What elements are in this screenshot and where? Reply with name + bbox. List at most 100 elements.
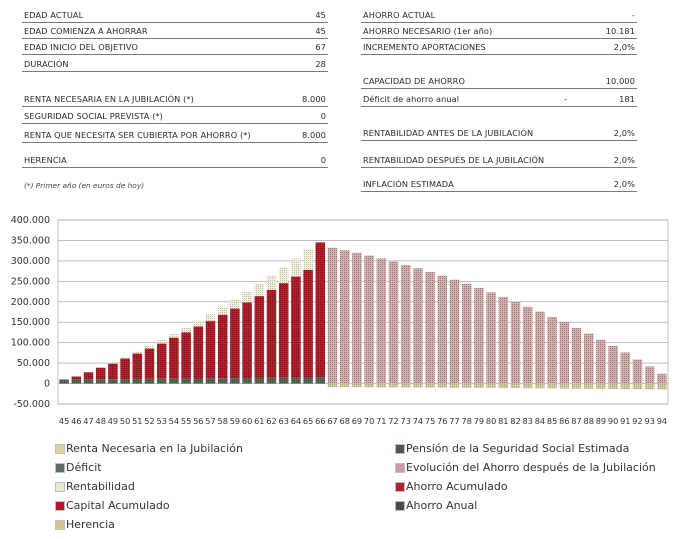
x-tick-label: 49 — [108, 416, 118, 426]
x-tick-label: 65 — [303, 416, 313, 426]
bar-ahorro-anual — [95, 379, 106, 384]
bar-evolucion-ahorro — [571, 327, 582, 384]
left-row: EDAD COMIENZA A AHORRAR 45 — [22, 24, 328, 39]
bar-ahorro-anual — [193, 378, 204, 384]
bar-evolucion-ahorro — [339, 250, 350, 384]
legend-label: Renta Necesaria en la Jubilación — [66, 442, 243, 455]
x-tick-label: 91 — [620, 416, 630, 426]
bar-ahorro-anual — [230, 378, 240, 384]
bar-rentabilidad — [120, 357, 130, 359]
bar-ahorro-anual — [266, 377, 277, 384]
left-row: DURACIÓN 28 — [22, 57, 328, 72]
row-label: EDAD INICIO DEL OBJETIVO — [24, 42, 138, 52]
bar-evolucion-ahorro — [632, 359, 643, 384]
x-tick-label: 53 — [156, 416, 166, 426]
bar-evolucion-ahorro — [559, 322, 570, 384]
x-tick-label: 69 — [352, 416, 362, 426]
y-tick-label: 300.000 — [11, 256, 50, 267]
legend-swatch — [395, 501, 405, 511]
legend-label: Ahorro Acumulado — [406, 480, 508, 493]
row-value: 45 — [315, 26, 326, 36]
x-tick-label: 84 — [535, 416, 545, 426]
bar-renta-necesaria — [339, 383, 350, 388]
bar-renta-necesaria — [657, 383, 667, 390]
bar-renta-necesaria — [327, 383, 338, 388]
bar-rentabilidad — [108, 362, 118, 364]
legend-label: Ahorro Anual — [406, 499, 478, 512]
x-tick-label: 83 — [522, 416, 532, 426]
bar-ahorro-anual — [132, 378, 143, 384]
left-row: EDAD INICIO DEL OBJETIVO 67 — [22, 40, 328, 55]
row-label: AHORRO NECESARIO (1er año) — [363, 26, 493, 36]
row-value: 2,0% — [613, 155, 635, 165]
x-tick-label: 79 — [474, 416, 484, 426]
left-row: RENTA QUE NECESITA SER CUBIERTA POR AHOR… — [22, 128, 328, 143]
row-label: INCREMENTO APORTACIONES — [363, 42, 486, 52]
bar-ahorro-acumulado — [217, 314, 228, 379]
bar-renta-necesaria — [547, 383, 557, 389]
bar-renta-necesaria — [461, 383, 472, 388]
y-tick-label: 150.000 — [11, 317, 50, 328]
bar-evolucion-ahorro — [449, 279, 460, 384]
row-sign: - — [564, 94, 568, 104]
x-tick-label: 50 — [120, 416, 130, 426]
bar-renta-necesaria — [571, 383, 582, 389]
bar-rentabilidad — [156, 340, 167, 344]
bar-renta-necesaria — [413, 383, 423, 388]
legend-swatch — [395, 444, 405, 454]
legend-label: Rentabilidad — [66, 480, 135, 493]
row-value: 67 — [315, 42, 326, 52]
y-tick-label: 350.000 — [11, 235, 50, 246]
row-value: 45 — [315, 10, 326, 20]
right-row: Déficit de ahorro anual - 181 — [361, 92, 637, 107]
row-label: RENTA QUE NECESITA SER CUBIERTA POR AHOR… — [24, 130, 251, 140]
bar-evolucion-ahorro — [376, 258, 387, 384]
bar-ahorro-acumulado — [205, 321, 216, 379]
bar-ahorro-acumulado — [83, 372, 94, 380]
bar-renta-necesaria — [400, 383, 411, 388]
row-value: 8.000 — [302, 94, 326, 104]
bar-ahorro-acumulado — [95, 367, 106, 380]
row-label: Déficit de ahorro anual — [363, 94, 460, 104]
bar-ahorro-acumulado — [120, 358, 130, 380]
bar-renta-necesaria — [583, 383, 594, 389]
legend-swatch — [55, 463, 65, 473]
bar-renta-necesaria — [510, 383, 521, 389]
bar-renta-necesaria — [608, 383, 618, 390]
bar-ahorro-anual — [156, 378, 167, 384]
bar-renta-necesaria — [559, 383, 570, 389]
bar-evolucion-ahorro — [486, 292, 496, 384]
bar-evolucion-ahorro — [388, 261, 399, 384]
x-tick-label: 61 — [254, 416, 264, 426]
bar-evolucion-ahorro — [413, 268, 423, 384]
row-value: 2,0% — [613, 42, 635, 52]
bar-evolucion-ahorro — [608, 345, 618, 384]
legend-swatch — [55, 501, 65, 511]
y-tick-label: 50.000 — [17, 358, 50, 369]
bar-ahorro-anual — [217, 378, 228, 384]
bar-evolucion-ahorro — [474, 287, 484, 384]
bar-ahorro-acumulado — [108, 363, 118, 380]
x-tick-label: 80 — [486, 416, 496, 426]
x-tick-label: 68 — [339, 416, 349, 426]
bar-ahorro-anual — [278, 377, 289, 384]
x-tick-label: 55 — [181, 416, 191, 426]
bar-ahorro-anual — [291, 377, 301, 384]
bar-evolucion-ahorro — [583, 333, 594, 384]
row-label: EDAD COMIENZA A AHORRAR — [24, 26, 148, 36]
bar-evolucion-ahorro — [620, 352, 631, 384]
bar-renta-necesaria — [388, 383, 399, 388]
plot-frame — [57, 219, 669, 405]
bar-renta-necesaria — [620, 383, 631, 390]
bar-ahorro-anual — [59, 379, 69, 384]
bar-rentabilidad — [193, 320, 204, 327]
bar-ahorro-anual — [169, 378, 179, 384]
bar-ahorro-acumulado — [303, 269, 313, 378]
bar-ahorro-anual — [242, 378, 252, 384]
bar-rentabilidad — [266, 276, 277, 290]
x-tick-label: 66 — [315, 416, 325, 426]
row-value: - — [631, 10, 635, 20]
left-row: SEGURIDAD SOCIAL PREVISTA (*) 0 — [22, 109, 328, 124]
right-row: RENTABILIDAD ANTES DE LA JUBILACIÓN 2,0% — [361, 126, 637, 141]
left-row: EDAD ACTUAL 45 — [22, 8, 328, 23]
